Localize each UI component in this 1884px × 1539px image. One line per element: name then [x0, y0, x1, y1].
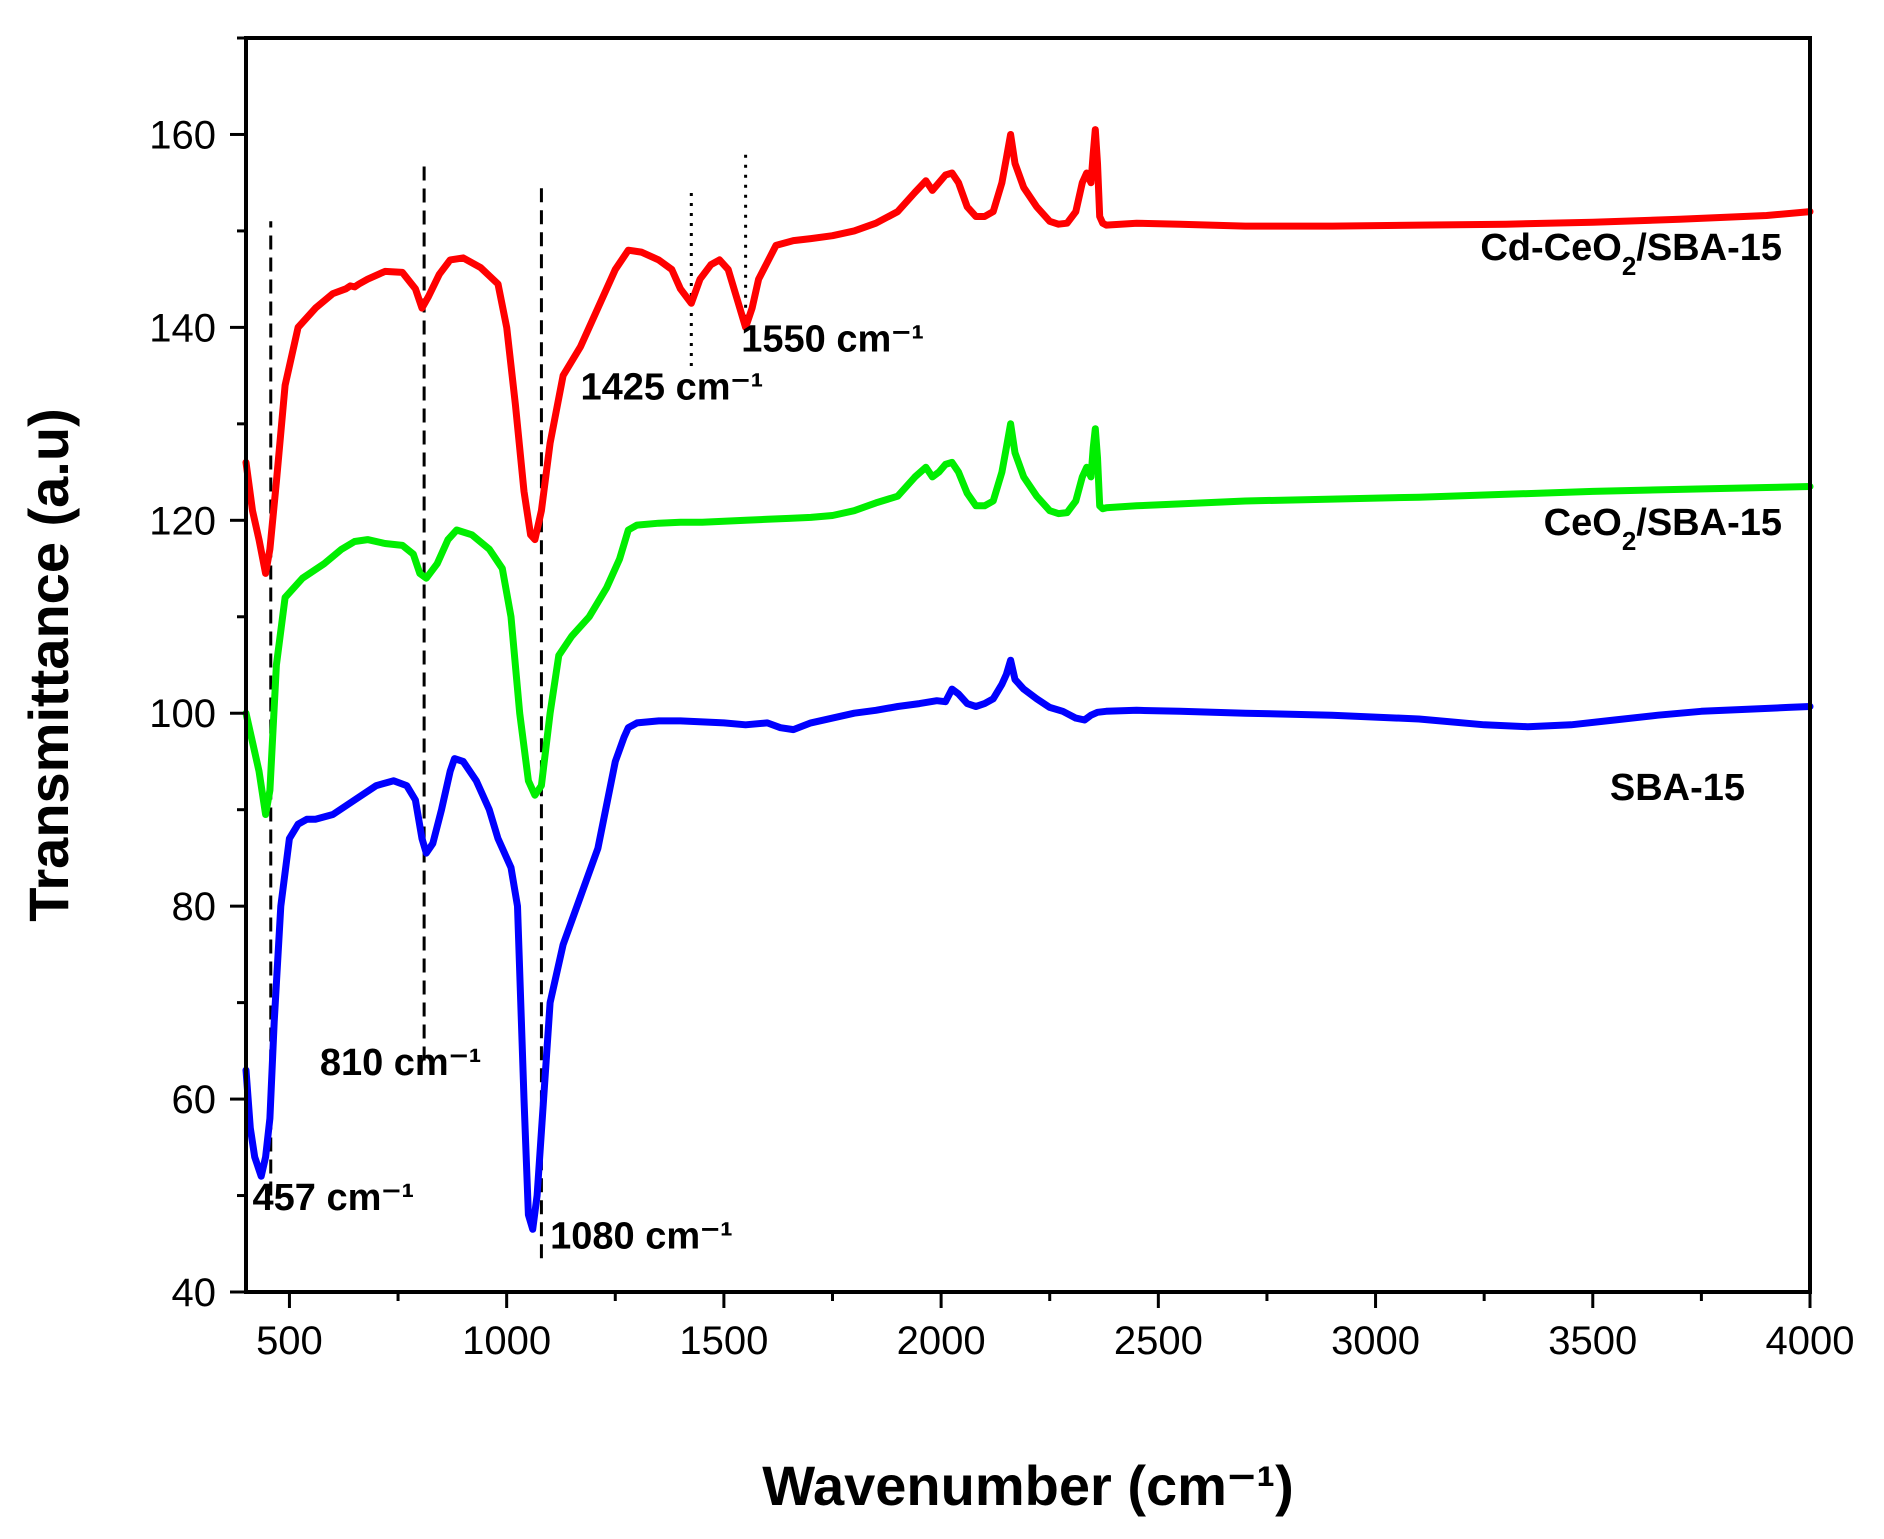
annotation-labels: 457 cm⁻¹ 810 cm⁻¹ 1080 cm⁻¹ 1425 cm⁻¹ 1550 c… — [253, 319, 924, 1258]
y-tick-label: 60 — [172, 1078, 217, 1122]
x-tick-label: 3000 — [1331, 1319, 1420, 1363]
y-axis-title: Transmittance (a.u) — [17, 408, 80, 921]
x-tick-label: 2000 — [897, 1319, 986, 1363]
y-tick-label: 140 — [149, 306, 216, 350]
annotation-label: 457 cm⁻¹ — [253, 1177, 415, 1219]
y-tick-label: 160 — [149, 113, 216, 157]
annotation-label: 810 cm⁻¹ — [320, 1042, 482, 1084]
series-layer — [242, 126, 1814, 1233]
x-tick-label: 2500 — [1114, 1319, 1203, 1363]
y-tick-label: 120 — [149, 499, 216, 543]
x-axis-title: Wavenumber (cm⁻¹) — [762, 1454, 1294, 1517]
annotation-label: 1425 cm⁻¹ — [581, 367, 764, 409]
y-tick-label: 80 — [172, 885, 217, 929]
annotation-lines — [269, 148, 748, 1259]
y-tick-label: 40 — [172, 1271, 217, 1315]
x-tick-label: 1500 — [679, 1319, 768, 1363]
x-tick-label: 4000 — [1766, 1319, 1855, 1363]
annotation-label: 1550 cm⁻¹ — [741, 319, 924, 361]
series-label: CeO2/SBA-15 — [1544, 502, 1782, 556]
series-label: Cd-CeO2/SBA-15 — [1480, 227, 1782, 281]
y-axis: 40 60 80 100 120 140 160 — [149, 36, 246, 1315]
series-label: SBA-15 — [1610, 767, 1745, 809]
x-tick-label: 1000 — [462, 1319, 551, 1363]
series-line-sba-15 — [242, 656, 1814, 1233]
series-line-cd-ceo2-sba-15 — [242, 126, 1814, 577]
annotation-label: 1080 cm⁻¹ — [550, 1216, 733, 1258]
x-tick-label: 500 — [256, 1319, 323, 1363]
x-axis: 500 1000 1500 2000 2500 3000 3500 4000 — [256, 1292, 1854, 1363]
plot-frame — [244, 36, 1812, 1294]
x-tick-label: 3500 — [1548, 1319, 1637, 1363]
series-labels: Cd-CeO2/SBA-15 CeO2/SBA-15 SBA-15 — [1480, 227, 1782, 809]
y-tick-label: 100 — [149, 692, 216, 736]
series-line-ceo2-sba-15 — [242, 420, 1814, 818]
